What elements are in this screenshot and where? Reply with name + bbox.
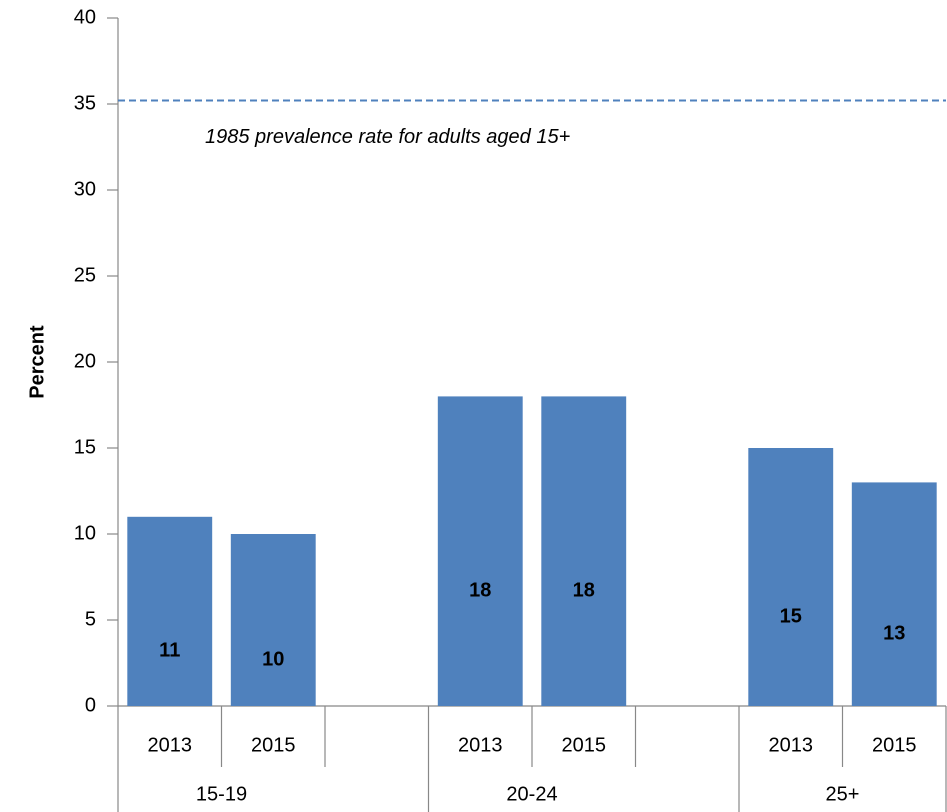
y-tick-label: 10 [74, 522, 96, 544]
y-tick-label: 30 [74, 178, 96, 200]
y-tick-label: 20 [74, 350, 96, 372]
x-tick-label: 2015 [872, 734, 917, 756]
bar [541, 396, 627, 706]
data-label: 15 [780, 605, 802, 627]
group-label: 25+ [826, 783, 860, 805]
reference-label: 1985 prevalence rate for adults aged 15+ [205, 126, 570, 148]
data-label: 18 [573, 579, 595, 601]
bar [748, 448, 834, 706]
x-tick-label: 2013 [769, 734, 814, 756]
y-tick-label: 5 [85, 608, 96, 630]
data-label: 11 [159, 640, 180, 662]
group-label: 15-19 [196, 783, 247, 805]
y-tick-label: 15 [74, 436, 96, 458]
y-axis-label: Percent [26, 325, 48, 399]
bar [127, 516, 213, 706]
group-label: 20-24 [506, 783, 557, 805]
y-tick-label: 25 [74, 264, 96, 286]
x-tick-label: 2013 [458, 734, 503, 756]
x-tick-label: 2015 [251, 734, 296, 756]
data-label: 10 [262, 648, 284, 670]
data-label: 18 [469, 579, 491, 601]
x-tick-label: 2015 [562, 734, 607, 756]
y-tick-label: 40 [74, 6, 96, 28]
bar [230, 534, 316, 706]
y-tick-label: 0 [85, 694, 96, 716]
data-label: 13 [883, 622, 905, 644]
y-tick-label: 35 [74, 92, 96, 114]
x-tick-label: 2013 [148, 734, 193, 756]
bar [437, 396, 523, 706]
bar [851, 482, 937, 706]
